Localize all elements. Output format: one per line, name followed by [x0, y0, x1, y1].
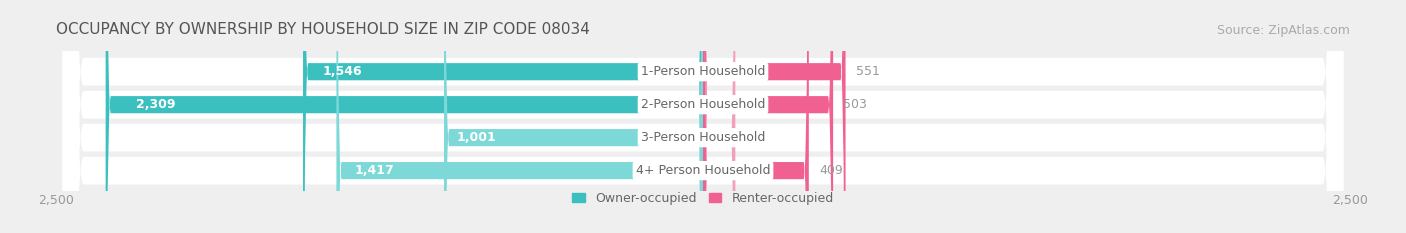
Text: 1,546: 1,546 [323, 65, 363, 78]
FancyBboxPatch shape [63, 0, 1343, 233]
Legend: Owner-occupied, Renter-occupied: Owner-occupied, Renter-occupied [568, 187, 838, 210]
FancyBboxPatch shape [703, 0, 735, 233]
Text: OCCUPANCY BY OWNERSHIP BY HOUSEHOLD SIZE IN ZIP CODE 08034: OCCUPANCY BY OWNERSHIP BY HOUSEHOLD SIZE… [56, 22, 591, 37]
Text: 4+ Person Household: 4+ Person Household [636, 164, 770, 177]
FancyBboxPatch shape [336, 0, 703, 233]
Text: 1,001: 1,001 [457, 131, 496, 144]
Text: 2,309: 2,309 [135, 98, 174, 111]
Text: 409: 409 [820, 164, 844, 177]
FancyBboxPatch shape [63, 0, 1343, 233]
Text: 1,417: 1,417 [354, 164, 395, 177]
FancyBboxPatch shape [444, 0, 703, 233]
FancyBboxPatch shape [63, 0, 1343, 233]
Text: Source: ZipAtlas.com: Source: ZipAtlas.com [1216, 24, 1350, 37]
Text: 551: 551 [856, 65, 880, 78]
Text: 125: 125 [745, 131, 769, 144]
Text: 503: 503 [844, 98, 868, 111]
FancyBboxPatch shape [304, 0, 703, 233]
FancyBboxPatch shape [105, 0, 703, 233]
FancyBboxPatch shape [703, 0, 808, 233]
Text: 1-Person Household: 1-Person Household [641, 65, 765, 78]
Text: 2-Person Household: 2-Person Household [641, 98, 765, 111]
FancyBboxPatch shape [703, 0, 834, 233]
FancyBboxPatch shape [703, 0, 845, 233]
FancyBboxPatch shape [63, 0, 1343, 233]
Text: 3-Person Household: 3-Person Household [641, 131, 765, 144]
